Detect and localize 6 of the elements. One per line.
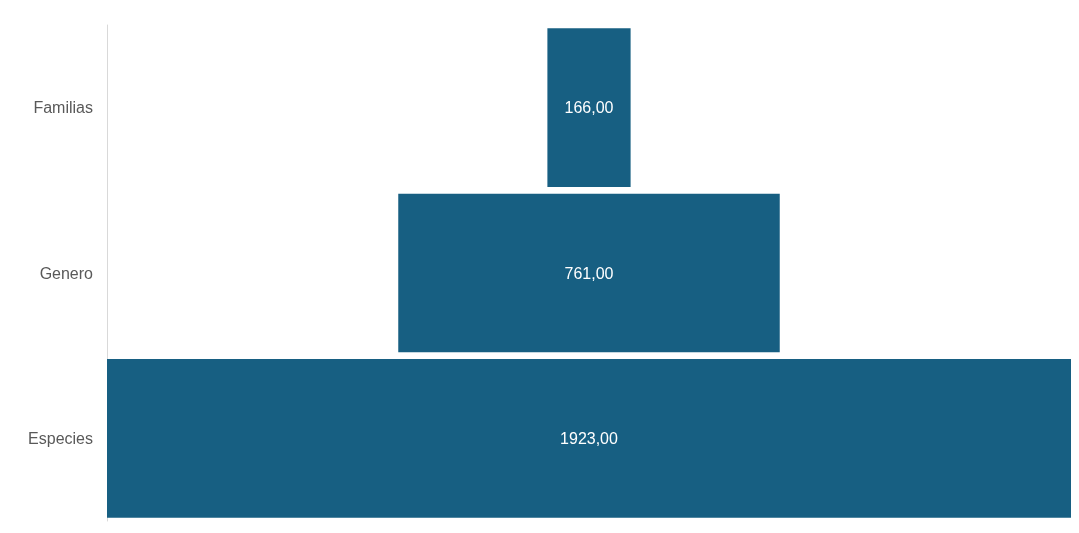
category-label: Genero (39, 264, 94, 282)
category-label: Especies (28, 429, 93, 447)
category-label: Familias (33, 99, 93, 117)
data-label: 166,00 (564, 99, 614, 117)
data-label: 761,00 (564, 264, 614, 282)
data-label: 1923,00 (560, 429, 619, 447)
